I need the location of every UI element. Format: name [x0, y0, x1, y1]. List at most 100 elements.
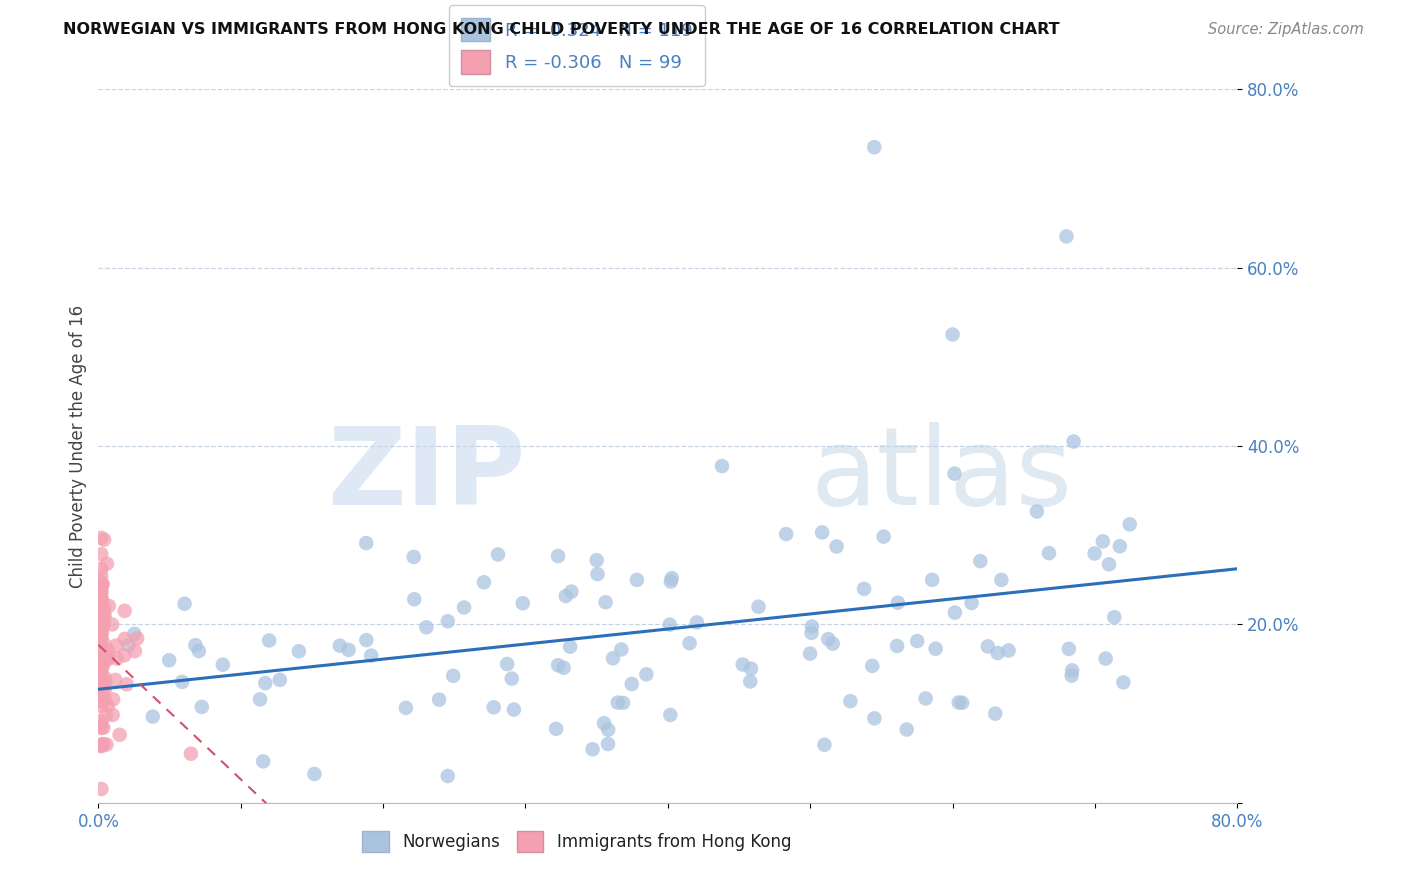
- Point: [547, 658, 569, 673]
- Point: [553, 661, 575, 675]
- Point: [90, 562, 112, 576]
- Point: [90, 610, 112, 624]
- Point: [740, 674, 762, 689]
- Point: [91, 658, 114, 673]
- Point: [90, 581, 112, 595]
- Point: [97, 644, 120, 658]
- Point: [94, 638, 117, 652]
- Point: [402, 549, 425, 564]
- Point: [948, 696, 970, 710]
- Point: [839, 694, 862, 708]
- Point: [811, 525, 834, 540]
- Point: [90, 575, 112, 590]
- Point: [90, 547, 112, 561]
- Point: [93, 676, 115, 690]
- Point: [90, 649, 112, 664]
- Point: [91, 681, 114, 696]
- Point: [547, 549, 569, 563]
- Point: [101, 692, 124, 706]
- Point: [678, 636, 700, 650]
- Point: [437, 614, 460, 628]
- Point: [1118, 517, 1140, 532]
- Point: [90, 593, 112, 607]
- Point: [813, 738, 835, 752]
- Point: [142, 709, 165, 723]
- Point: [585, 553, 607, 567]
- Point: [90, 642, 112, 657]
- Point: [496, 657, 519, 671]
- Point: [969, 554, 991, 568]
- Point: [960, 596, 983, 610]
- Point: [602, 651, 624, 665]
- Point: [180, 747, 202, 761]
- Point: [90, 677, 112, 691]
- Point: [886, 639, 908, 653]
- Point: [90, 714, 112, 729]
- Point: [90, 594, 112, 608]
- Point: [127, 632, 149, 646]
- Point: [863, 140, 886, 154]
- Point: [942, 327, 965, 342]
- Point: [90, 739, 112, 754]
- Point: [97, 650, 120, 665]
- Point: [94, 692, 117, 706]
- Point: [90, 632, 112, 646]
- Point: [905, 634, 928, 648]
- Point: [117, 638, 139, 652]
- Point: [1057, 641, 1080, 656]
- Point: [90, 681, 112, 695]
- Point: [254, 676, 277, 690]
- Point: [112, 648, 135, 663]
- Point: [620, 677, 643, 691]
- Point: [90, 638, 112, 652]
- Point: [90, 652, 112, 666]
- Point: [1112, 675, 1135, 690]
- Point: [747, 599, 769, 614]
- Point: [91, 694, 114, 708]
- Point: [90, 655, 112, 669]
- Point: [360, 648, 382, 663]
- Point: [90, 592, 112, 607]
- Text: Source: ZipAtlas.com: Source: ZipAtlas.com: [1208, 22, 1364, 37]
- Point: [887, 596, 910, 610]
- Point: [90, 592, 112, 607]
- Point: [1056, 229, 1078, 244]
- Point: [252, 755, 274, 769]
- Point: [90, 531, 112, 545]
- Point: [90, 648, 112, 662]
- Point: [977, 640, 1000, 654]
- Point: [173, 597, 195, 611]
- Point: [94, 674, 117, 689]
- Point: [984, 706, 1007, 721]
- Point: [924, 641, 946, 656]
- Point: [581, 742, 603, 756]
- Point: [108, 728, 131, 742]
- Point: [257, 633, 280, 648]
- Point: [94, 649, 117, 664]
- Point: [90, 613, 112, 627]
- Point: [90, 621, 112, 635]
- Point: [90, 624, 112, 639]
- Point: [90, 698, 112, 713]
- Point: [921, 573, 943, 587]
- Point: [863, 711, 886, 725]
- Point: [90, 590, 112, 604]
- Point: [114, 632, 136, 646]
- Point: [90, 631, 112, 645]
- Point: [990, 573, 1012, 587]
- Point: [598, 723, 620, 737]
- Point: [90, 584, 112, 599]
- Point: [872, 530, 894, 544]
- Point: [1084, 547, 1107, 561]
- Point: [1108, 539, 1130, 553]
- Point: [124, 644, 146, 658]
- Point: [821, 637, 844, 651]
- Point: [356, 633, 378, 648]
- Point: [1060, 668, 1083, 682]
- Point: [90, 619, 112, 633]
- Point: [329, 639, 352, 653]
- Point: [1098, 558, 1121, 572]
- Point: [860, 659, 883, 673]
- Point: [104, 673, 127, 687]
- Point: [91, 577, 114, 591]
